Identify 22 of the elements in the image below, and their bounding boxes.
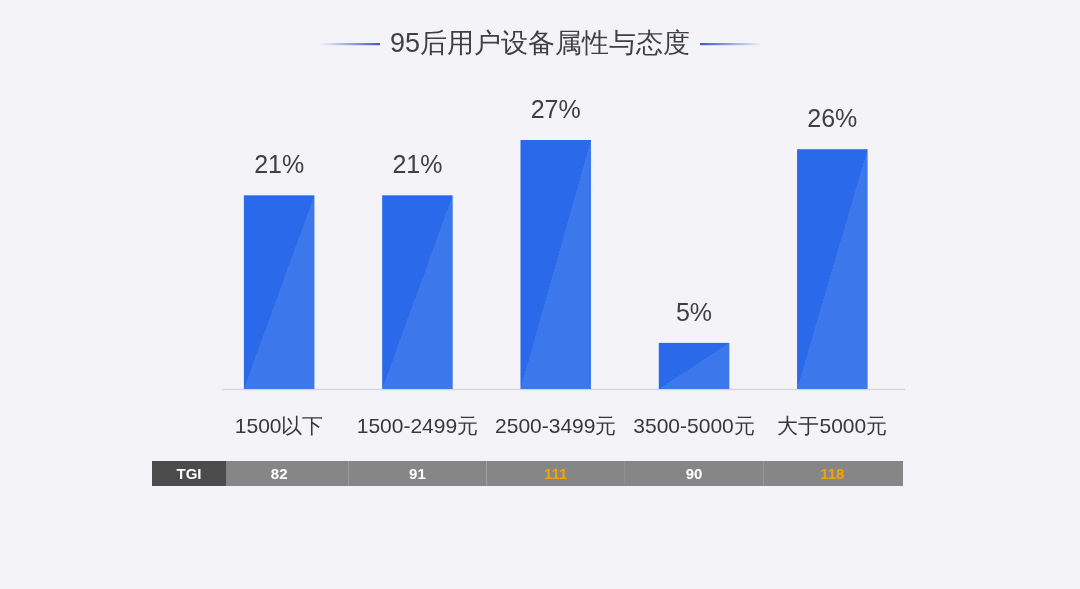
bar [520,140,592,389]
data-label: 27% [530,95,581,123]
y-tick-label: TGI [176,465,202,482]
data-label: 21% [254,150,305,179]
x-tick-label: 1500以下 [234,414,324,437]
data-label: 26% [807,104,858,133]
x-tick-label: 大于5000元 [777,414,888,437]
data-label: 111 [544,465,568,482]
bar [382,195,453,389]
x-tick-label: 2500-3499元 [495,414,617,437]
chart-title: 95后用户设备属性与态度 [389,28,691,58]
x-tick-label: 3500-5000元 [633,414,755,437]
bar [797,149,868,389]
bar [243,195,315,389]
data-label: 82 [270,465,288,482]
x-tick-label: 1500-2499元 [356,414,479,437]
bar [658,342,730,389]
data-label: 91 [409,465,426,482]
data-label: 118 [820,465,845,482]
data-label: 21% [392,150,443,179]
data-label: 5% [675,297,713,326]
data-label: 90 [685,465,703,482]
